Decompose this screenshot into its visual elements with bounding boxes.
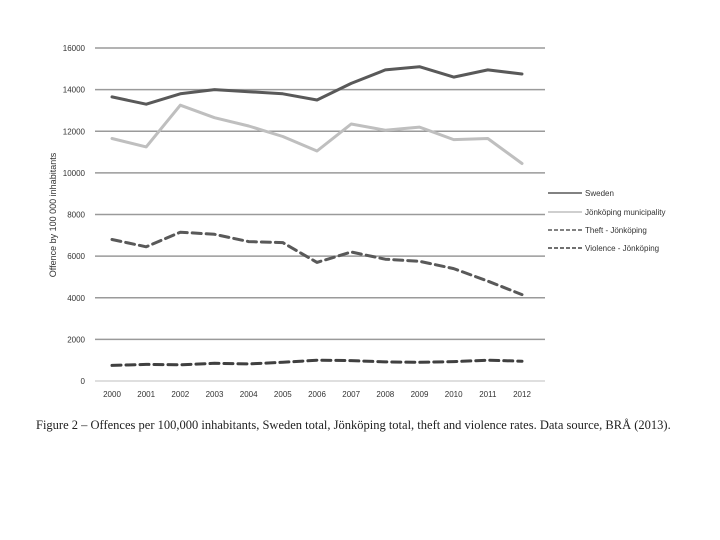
x-tick-label: 2000 bbox=[103, 390, 121, 399]
legend-label: Theft - Jönköping bbox=[585, 226, 647, 235]
y-tick-label: 12000 bbox=[63, 127, 86, 136]
x-tick-label: 2002 bbox=[171, 390, 189, 399]
y-tick-label: 14000 bbox=[63, 86, 86, 95]
y-tick-label: 6000 bbox=[67, 252, 85, 261]
x-tick-label: 2003 bbox=[206, 390, 224, 399]
line-chart: 0 2000 4000 6000 8000 10000 12000 14000 16000 20… bbox=[48, 44, 666, 399]
y-tick-label: 0 bbox=[81, 377, 86, 386]
y-tick-label: 4000 bbox=[67, 294, 85, 303]
y-tick-label: 10000 bbox=[63, 169, 86, 178]
series-line-1 bbox=[110, 65, 524, 106]
y-tick-label: 16000 bbox=[63, 44, 86, 53]
x-tick-label: 2005 bbox=[274, 390, 292, 399]
legend-label: Sweden bbox=[585, 189, 614, 198]
figure-caption: Figure 2 – Offences per 100,000 inhabita… bbox=[36, 418, 671, 432]
y-axis-ticks: 0 2000 4000 6000 8000 10000 12000 14000 16000 bbox=[63, 44, 86, 386]
x-tick-label: 2009 bbox=[411, 390, 429, 399]
gridlines bbox=[95, 47, 545, 382]
legend-label: Violence - Jönköping bbox=[585, 244, 659, 253]
y-axis-label: Offence by 100 000 inhabitants bbox=[48, 152, 58, 277]
series-line-2 bbox=[110, 103, 524, 165]
legend-label: Jönköping municipality bbox=[585, 208, 666, 217]
series-line-3 bbox=[110, 230, 524, 297]
x-tick-label: 2006 bbox=[308, 390, 326, 399]
series-lines bbox=[110, 65, 524, 367]
series-line-4 bbox=[110, 358, 524, 367]
legend: Sweden Jönköping municipality Theft - Jönk… bbox=[548, 189, 666, 253]
x-tick-label: 2001 bbox=[137, 390, 155, 399]
y-tick-label: 2000 bbox=[67, 335, 85, 344]
x-axis-ticks: 2000 2001 2002 2003 2004 2005 2006 2007 2008 2009… bbox=[103, 390, 531, 399]
x-tick-label: 2011 bbox=[479, 390, 497, 399]
y-tick-label: 8000 bbox=[67, 211, 85, 220]
x-tick-label: 2004 bbox=[240, 390, 258, 399]
x-tick-label: 2008 bbox=[376, 390, 394, 399]
x-tick-label: 2012 bbox=[513, 390, 531, 399]
x-tick-label: 2010 bbox=[445, 390, 463, 399]
x-tick-label: 2007 bbox=[342, 390, 360, 399]
